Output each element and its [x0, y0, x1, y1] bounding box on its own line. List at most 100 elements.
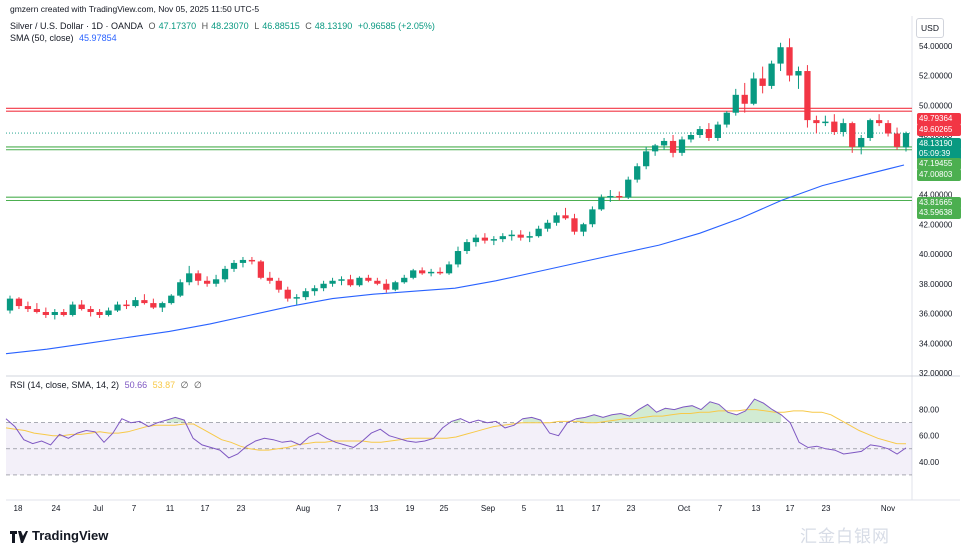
candle-body	[239, 259, 247, 263]
change-value: +0.96585 (+2.05%)	[357, 21, 435, 31]
time-tick-label: 24	[52, 504, 61, 513]
chart-credit: gmzern created with TradingView.com, Nov…	[10, 4, 260, 14]
time-tick-label: 5	[522, 504, 527, 513]
candle-body	[490, 239, 497, 241]
candle-body	[831, 121, 838, 133]
candle-body	[329, 280, 336, 284]
candle-body	[230, 262, 238, 269]
candle-body	[293, 297, 300, 299]
candle-body	[660, 140, 668, 146]
candle-body	[616, 195, 623, 198]
rsi-legend[interactable]: RSI (14, close, SMA, 14, 2) 50.66 53.87 …	[10, 380, 205, 391]
candle-body	[454, 251, 462, 265]
candle-body	[481, 237, 489, 241]
time-tick-label: 23	[237, 504, 246, 513]
sma-value: 45.97854	[79, 33, 117, 43]
time-tick-label: 7	[132, 504, 137, 513]
rsi-overbought-fill	[166, 417, 185, 423]
time-tick-label: 25	[440, 504, 449, 513]
tradingview-logo[interactable]: TradingView	[10, 528, 108, 543]
candle-body	[42, 312, 49, 315]
low-label: L	[254, 21, 260, 31]
candle-body	[221, 268, 229, 280]
rsi-extra-1: ∅	[180, 380, 189, 390]
candle-body	[589, 209, 596, 225]
time-tick-label: 13	[370, 504, 379, 513]
candle-body	[338, 279, 345, 281]
candle-body	[51, 312, 58, 315]
time-tick-label: 17	[786, 504, 795, 513]
candle-body	[822, 121, 829, 124]
candle-body	[177, 282, 184, 296]
time-tick-label: 18	[14, 504, 23, 513]
candle-body	[123, 304, 130, 307]
candle-body	[517, 234, 524, 238]
time-tick-label: Jul	[93, 504, 103, 513]
resistance-tag-1: 49.79364	[917, 113, 961, 125]
candle-body	[186, 273, 193, 283]
candle-body	[732, 94, 739, 113]
candle-body	[24, 306, 32, 310]
candle-body	[302, 291, 309, 298]
sma-legend[interactable]: SMA (50, close) 45.97854	[10, 33, 120, 43]
candle-body	[141, 300, 148, 304]
candle-body	[168, 295, 175, 304]
currency-button[interactable]: USD	[916, 18, 944, 38]
candle-body	[275, 280, 282, 290]
candle-body	[114, 304, 121, 311]
candle-body	[625, 179, 632, 198]
candle-body	[526, 236, 533, 238]
sma-label: SMA (50, close)	[10, 33, 74, 43]
time-tick-label: Aug	[296, 504, 310, 513]
candle-body	[499, 236, 506, 240]
low-value: 46.88515	[262, 21, 300, 31]
price-tick-label: 42.00000	[919, 220, 953, 229]
candle-body	[374, 280, 381, 284]
tradingview-logo-icon	[10, 530, 28, 543]
candle-body	[687, 135, 695, 140]
candle-body	[320, 283, 327, 289]
candle-body	[419, 270, 426, 274]
candle-body	[436, 271, 444, 274]
price-tick-label: 52.00000	[919, 72, 953, 81]
candle-body	[33, 309, 41, 313]
candle-body	[768, 63, 775, 86]
rsi-tick-label: 80.00	[919, 406, 940, 415]
candle-body	[643, 151, 650, 167]
rsi-extra-2: ∅	[194, 380, 202, 390]
rsi-overbought-fill	[522, 417, 541, 423]
time-tick-label: 23	[627, 504, 636, 513]
sma-line	[5, 164, 905, 355]
candle-body	[78, 304, 85, 310]
candle-body	[60, 312, 67, 315]
time-tick-label: 13	[752, 504, 761, 513]
candle-body	[786, 47, 793, 76]
candle-body	[840, 123, 847, 133]
candle-body	[741, 94, 748, 104]
candle-body	[257, 261, 265, 278]
open-label: O	[148, 21, 156, 31]
tradingview-logo-text: TradingView	[32, 528, 109, 543]
time-tick-label: 17	[201, 504, 210, 513]
candle-body	[902, 133, 910, 148]
candle-body	[87, 309, 94, 313]
candle-body	[813, 120, 820, 124]
candle-body	[696, 129, 704, 135]
candle-body	[795, 71, 802, 76]
rsi-sma-line	[5, 409, 907, 451]
time-tick-label: 19	[406, 504, 415, 513]
high-value: 48.23070	[211, 21, 249, 31]
candle-body	[634, 166, 641, 180]
symbol-name[interactable]: Silver / U.S. Dollar · 1D · OANDA	[10, 21, 144, 31]
support-tag-3: 43.81665	[917, 197, 961, 209]
rsi-overbought-fill	[576, 399, 782, 423]
candle-body	[580, 224, 587, 232]
resistance-tag-2: 49.60265	[917, 124, 961, 136]
time-tick-label: 17	[592, 504, 601, 513]
price-tick-label: 32.00000	[919, 369, 953, 378]
support-tag-1: 47.19455	[917, 158, 961, 170]
close-value: 48.13190	[314, 21, 353, 31]
countdown-tag: 05:09:39	[917, 148, 961, 160]
candle-body	[777, 47, 784, 64]
